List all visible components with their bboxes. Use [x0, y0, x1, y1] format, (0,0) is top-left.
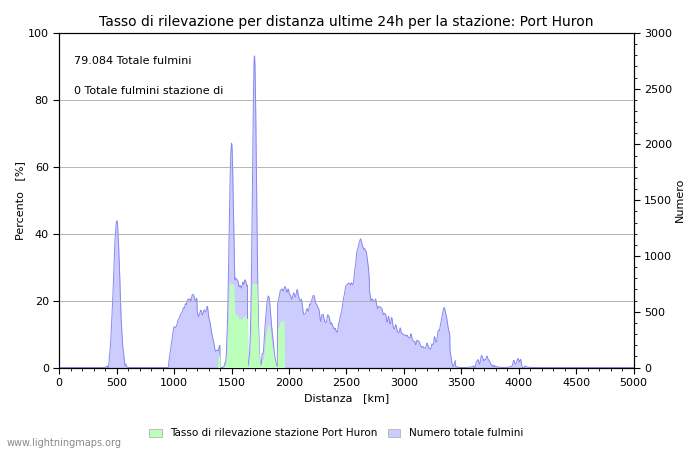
Y-axis label: Percento   [%]: Percento [%]: [15, 161, 25, 240]
Text: 79.084 Totale fulmini: 79.084 Totale fulmini: [74, 56, 191, 66]
Y-axis label: Numero: Numero: [675, 178, 685, 222]
X-axis label: Distanza   [km]: Distanza [km]: [304, 393, 389, 404]
Title: Tasso di rilevazione per distanza ultime 24h per la stazione: Port Huron: Tasso di rilevazione per distanza ultime…: [99, 15, 594, 29]
Legend: Tasso di rilevazione stazione Port Huron, Numero totale fulmini: Tasso di rilevazione stazione Port Huron…: [145, 424, 527, 442]
Text: 0 Totale fulmini stazione di: 0 Totale fulmini stazione di: [74, 86, 223, 96]
Text: www.lightningmaps.org: www.lightningmaps.org: [7, 438, 122, 448]
